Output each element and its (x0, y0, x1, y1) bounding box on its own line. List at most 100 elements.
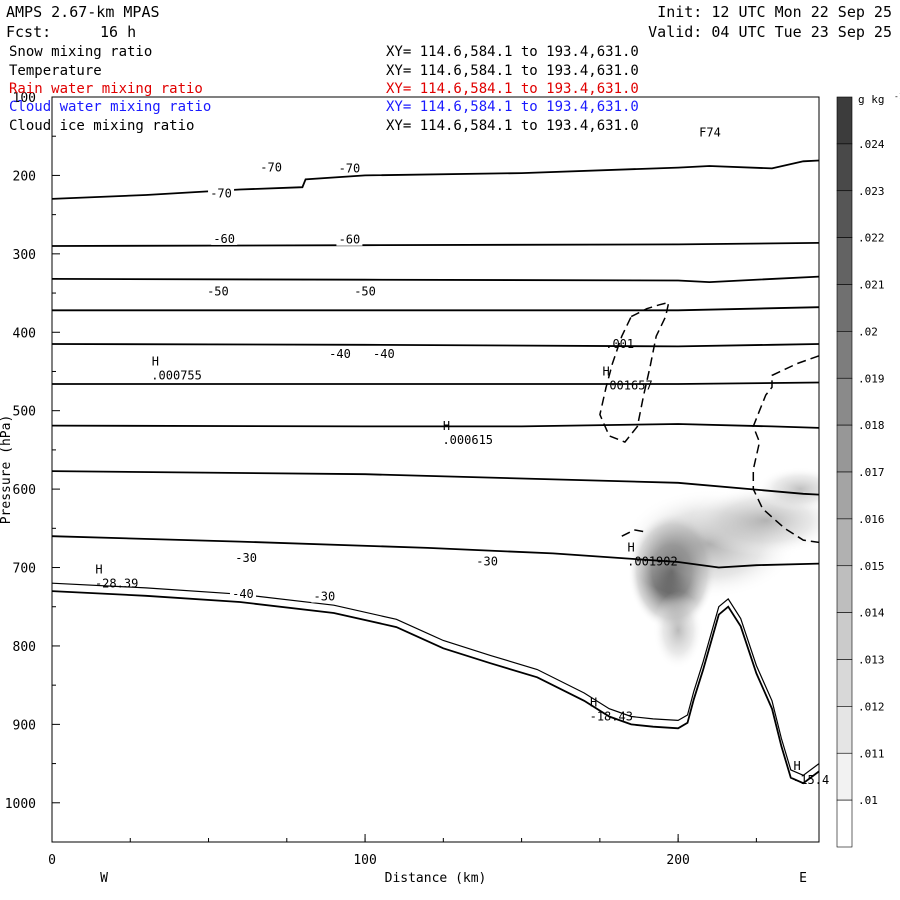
colorbar-unit-exponent: -1 (894, 92, 900, 101)
forecast-value: 16 h (100, 23, 137, 41)
extremum-mark-5: H (95, 562, 102, 576)
colorbar-cell-1 (836, 143, 853, 192)
colorbar-tick-7: .017 (858, 466, 885, 479)
field-xy-cloud-water: XY= 114.6,584.1 to 193.4,631.0 (386, 99, 639, 115)
field-name-cloud-water: Cloud water mixing ratio (9, 99, 212, 115)
colorbar-unit: g kg (858, 93, 885, 106)
temp-label-bg-0 (258, 160, 285, 174)
extremum-mark-7: H (793, 759, 800, 773)
extremum-value-5: -28.39 (95, 576, 138, 590)
field-name-snow: Snow mixing ratio (9, 44, 153, 60)
y-tick-label-6: 800 (13, 640, 36, 655)
extremum-value-8: F74 (699, 125, 721, 139)
snow-blob-4 (653, 591, 704, 670)
field-xy-rain: XY= 114.6,584.1 to 193.4,631.0 (386, 81, 639, 97)
colorbar-cell-12 (836, 659, 853, 707)
field-xy-snow: XY= 114.6,584.1 to 193.4,631.0 (386, 44, 639, 60)
colorbar-cell-5 (836, 331, 853, 379)
temp-label-bg-3 (211, 231, 238, 245)
extremum-value-0: .000755 (151, 368, 202, 382)
temp-label-bg-2 (336, 161, 363, 175)
temp-label-2: -70 (339, 161, 361, 175)
x-tick-label-2: 200 (666, 853, 689, 868)
isotherm-8 (52, 535, 819, 569)
colorbar-tick-13: .011 (858, 747, 885, 760)
isotherm-5 (52, 381, 819, 385)
colorbar-tick-0: .024 (858, 138, 885, 151)
temp-label-8: -40 (373, 347, 395, 361)
extremum-value-4: .001902 (627, 554, 678, 568)
temp-label-bg-10 (474, 554, 501, 568)
y-tick-label-0: 200 (13, 169, 36, 184)
temp-label-12: -30 (314, 590, 336, 604)
colorbar-tick-5: .019 (858, 372, 885, 385)
isotherm-0 (52, 159, 819, 200)
colorbar-tick-14: .01 (858, 794, 878, 807)
field-name-cloud-ice: Cloud ice mixing ratio (9, 118, 195, 134)
isotherm-2 (52, 275, 819, 284)
temp-label-11: -40 (232, 587, 254, 601)
extremum-mark-2: H (603, 365, 610, 379)
temp-label-10: -30 (476, 554, 498, 568)
isotherm-6 (52, 423, 819, 429)
colorbar-tick-2: .022 (858, 232, 885, 245)
forecast-label: Fcst: (6, 23, 52, 41)
west-label: W (100, 871, 108, 886)
temp-label-0: -70 (260, 161, 282, 175)
y-axis-label: Pressure (hPa) (0, 415, 14, 525)
colorbar-cell-6 (836, 377, 853, 426)
colorbar-cell-11 (836, 612, 853, 660)
colorbar-cell-9 (836, 518, 853, 567)
temp-label-5: -50 (207, 284, 229, 298)
isotherm-7 (52, 470, 819, 496)
extremum-value-1: .000615 (442, 433, 493, 447)
temp-label-6: -50 (354, 284, 376, 298)
terrain-line (52, 590, 819, 785)
colorbar-tick-11: .013 (858, 654, 885, 667)
extremum-mark-0: H (152, 354, 159, 368)
cloud-ice-contour-2 (621, 529, 647, 537)
colorbar-tick-9: .015 (858, 560, 885, 573)
snow-mixing-ratio-shading (621, 467, 819, 670)
valid-time: Valid: 04 UTC Tue 23 Sep 25 (648, 23, 892, 41)
extremum-value-3: .001 (605, 337, 634, 351)
colorbar-cell-13 (836, 706, 853, 754)
snow-blob-3 (756, 467, 819, 512)
colorbar-cell-10 (836, 565, 853, 613)
colorbar-cell-14 (836, 752, 853, 801)
isotherm-4 (52, 343, 819, 348)
extremum-mark-4: H (628, 540, 635, 554)
colorbar-cell-15 (836, 799, 853, 848)
colorbar-tick-8: .016 (858, 513, 885, 526)
east-label: E (799, 871, 807, 886)
temp-label-bg-6 (352, 284, 379, 298)
colorbar-tick-10: .014 (858, 607, 885, 620)
y-tick-label-4: 600 (13, 483, 36, 498)
y-tick-label-1: 300 (13, 248, 36, 263)
y-tick-label-2: 400 (13, 326, 36, 341)
isotherm-1 (52, 242, 819, 247)
terrain-outline (52, 582, 819, 785)
colorbar-tick-3: .021 (858, 279, 885, 292)
extremum-mark-1: H (443, 419, 450, 433)
temp-label-bg-7 (327, 347, 354, 361)
colorbar-tick-12: .012 (858, 700, 885, 713)
init-time: Init: 12 UTC Mon 22 Sep 25 (657, 3, 892, 21)
temp-label-bg-11 (229, 587, 256, 601)
isotherm-3 (52, 306, 819, 312)
colorbar: .024 .023 .022 .021 .02 .019 .018 .017 .016 .015.… (836, 92, 900, 848)
contour-labels: -70 -70 -70 -60 -60 -50 -50 -40 -40 -30 -30 -40 -30 H… (95, 125, 829, 787)
extremum-mark-6: H (590, 696, 597, 710)
cloud-ice-contour-0 (599, 301, 670, 444)
cloud-ice-contours (599, 301, 819, 544)
temp-label-bg-5 (204, 284, 231, 298)
x-axis-label: Distance (km) (385, 871, 487, 886)
colorbar-cell-3 (836, 237, 853, 285)
y-tick-label-8: 1000 (5, 797, 36, 812)
cloud-ice-contour-1 (752, 355, 819, 544)
y-top-label: 100 (13, 91, 36, 106)
extremum-value-6: -18.43 (590, 710, 633, 724)
temp-label-bg-8 (370, 347, 397, 361)
